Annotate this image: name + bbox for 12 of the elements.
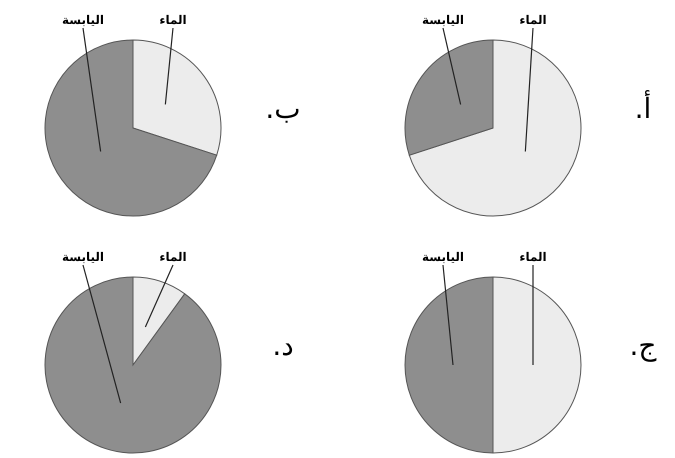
slice-label: الماء — [159, 13, 187, 27]
text: د. — [272, 329, 294, 362]
slice-label: الماء — [519, 250, 547, 264]
slice-label: اليابسة — [62, 250, 104, 264]
slice-label: اليابسة — [422, 250, 464, 264]
slice-label: الماء — [519, 13, 547, 27]
slice-label: اليابسة — [422, 13, 464, 27]
text: أ. — [634, 90, 652, 125]
text: ب. — [265, 92, 301, 125]
slice-label: الماء — [159, 250, 187, 264]
text: ج. — [630, 329, 658, 362]
slice-label: اليابسة — [62, 13, 104, 27]
